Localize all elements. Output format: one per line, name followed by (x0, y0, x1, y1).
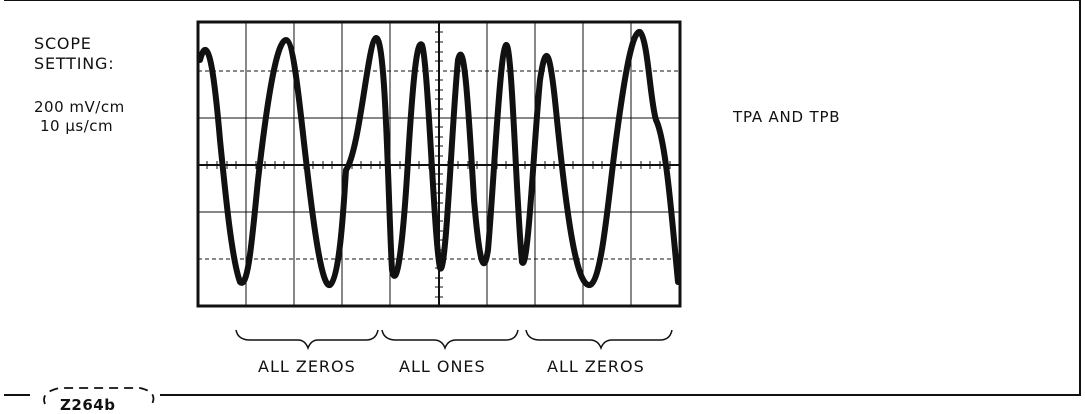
panel-border (4, 0, 1081, 396)
figure-id: Z264b (60, 396, 116, 414)
section-label-all-ones: ALL ONES (399, 357, 486, 376)
brace-all-zeros-right (525, 329, 673, 351)
scope-title-line2: SETTING: (34, 54, 115, 73)
horizontal-scale: 10 µs/cm (40, 117, 114, 135)
brace-all-ones (381, 329, 519, 351)
signal-name: TPA AND TPB (733, 108, 841, 126)
scope-setting-title: SCOPE SETTING: (34, 34, 114, 74)
section-label-all-zeros-2: ALL ZEROS (547, 357, 645, 376)
figure-id-oval (43, 387, 155, 405)
vertical-scale: 200 mV/cm (34, 98, 125, 116)
waveform-trace (197, 29, 681, 288)
scope-title-line1: SCOPE (34, 34, 92, 53)
brace-all-zeros-left (235, 329, 379, 351)
section-label-all-zeros-1: ALL ZEROS (258, 357, 356, 376)
